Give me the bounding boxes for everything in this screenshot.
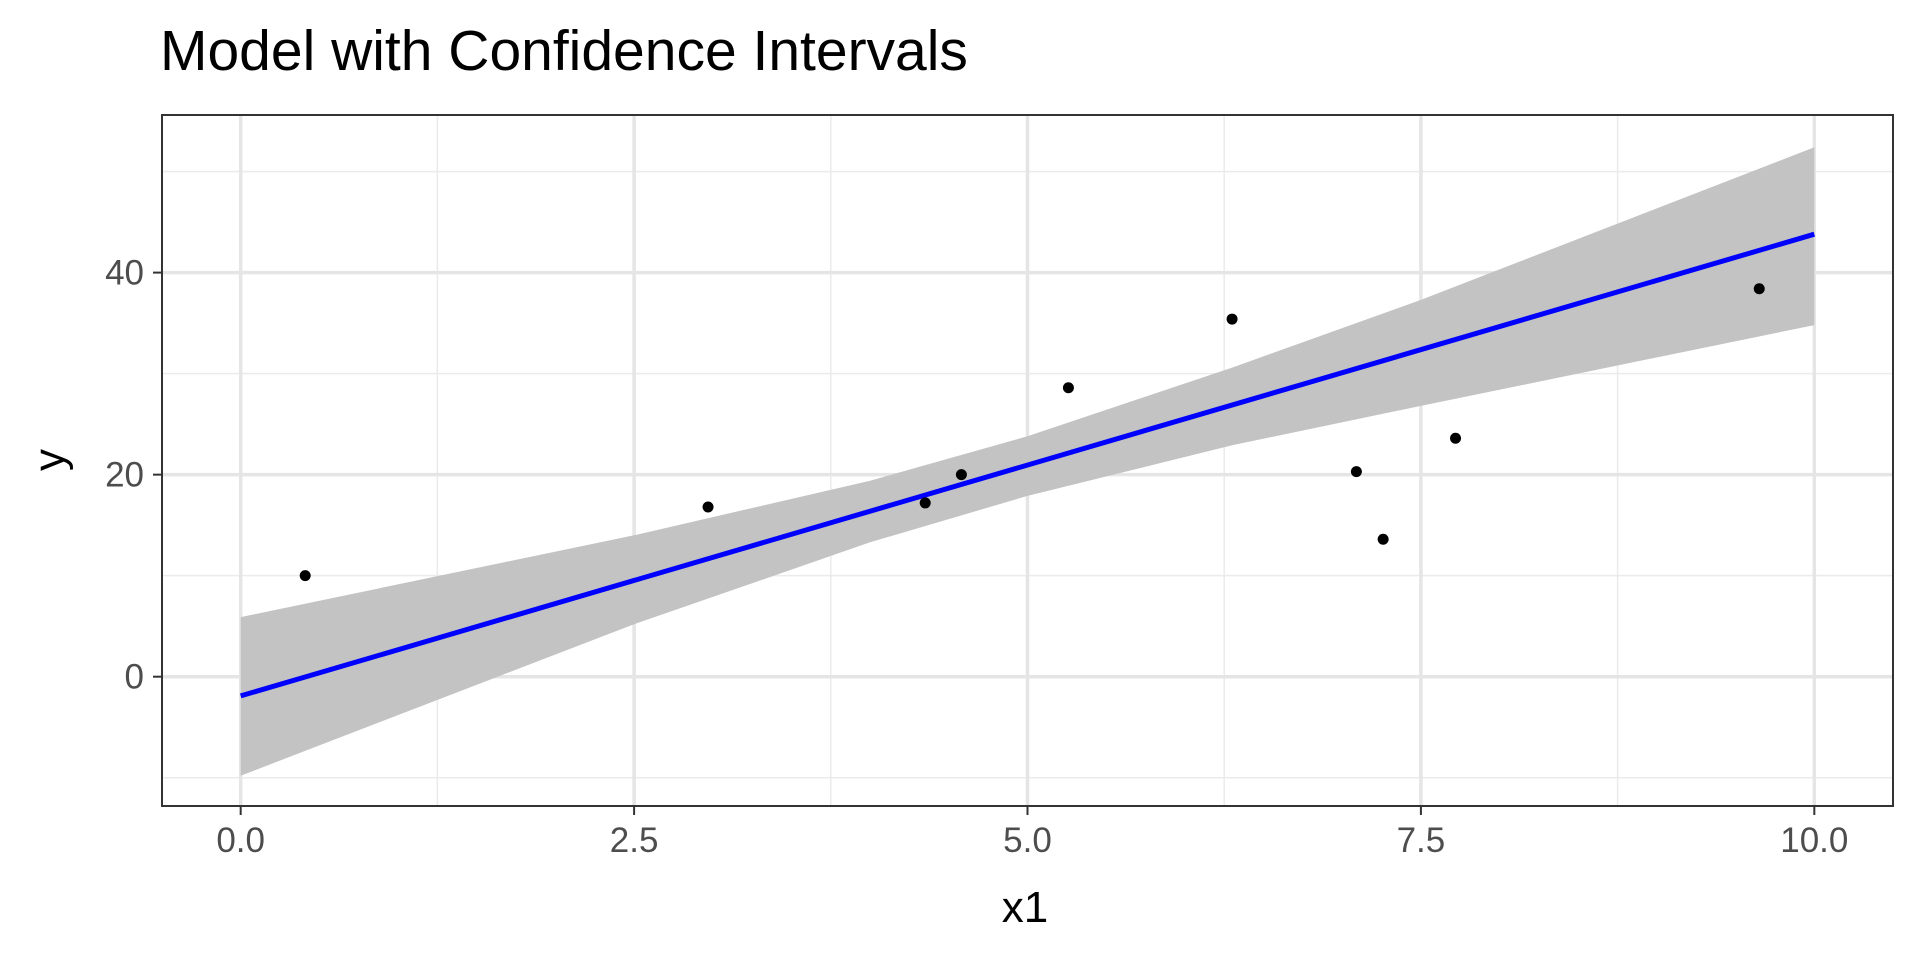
y-tick-label-0: 0 <box>125 658 144 697</box>
data-point-8 <box>1450 432 1462 444</box>
x-axis: 0.0 2.5 5.0 7.5 10.0 <box>216 806 1848 860</box>
x-axis-title: x1 <box>1002 883 1048 932</box>
x-tick-label-0: 0.0 <box>216 821 265 860</box>
data-point-1 <box>702 501 714 513</box>
data-point-6 <box>1350 466 1362 478</box>
y-axis-title: y <box>25 449 74 471</box>
confidence-band <box>240 147 1815 776</box>
data-point-4 <box>1062 382 1074 394</box>
data-point-9 <box>1753 283 1765 295</box>
data-point-7 <box>1377 533 1389 545</box>
data-point-3 <box>955 469 967 481</box>
y-tick-label-1: 20 <box>105 456 144 495</box>
x-tick-label-3: 7.5 <box>1397 821 1446 860</box>
data-point-2 <box>919 497 931 509</box>
y-tick-label-2: 40 <box>105 254 144 293</box>
data-points <box>299 283 1765 582</box>
y-axis: 0 20 40 <box>105 254 162 697</box>
x-tick-label-2: 5.0 <box>1003 821 1052 860</box>
data-point-0 <box>299 570 311 582</box>
regression-line <box>239 231 1816 699</box>
chart-title: Model with Confidence Intervals <box>160 19 968 83</box>
x-tick-label-4: 10.0 <box>1780 821 1848 860</box>
data-point-5 <box>1226 313 1238 325</box>
x-tick-label-1: 2.5 <box>610 821 659 860</box>
